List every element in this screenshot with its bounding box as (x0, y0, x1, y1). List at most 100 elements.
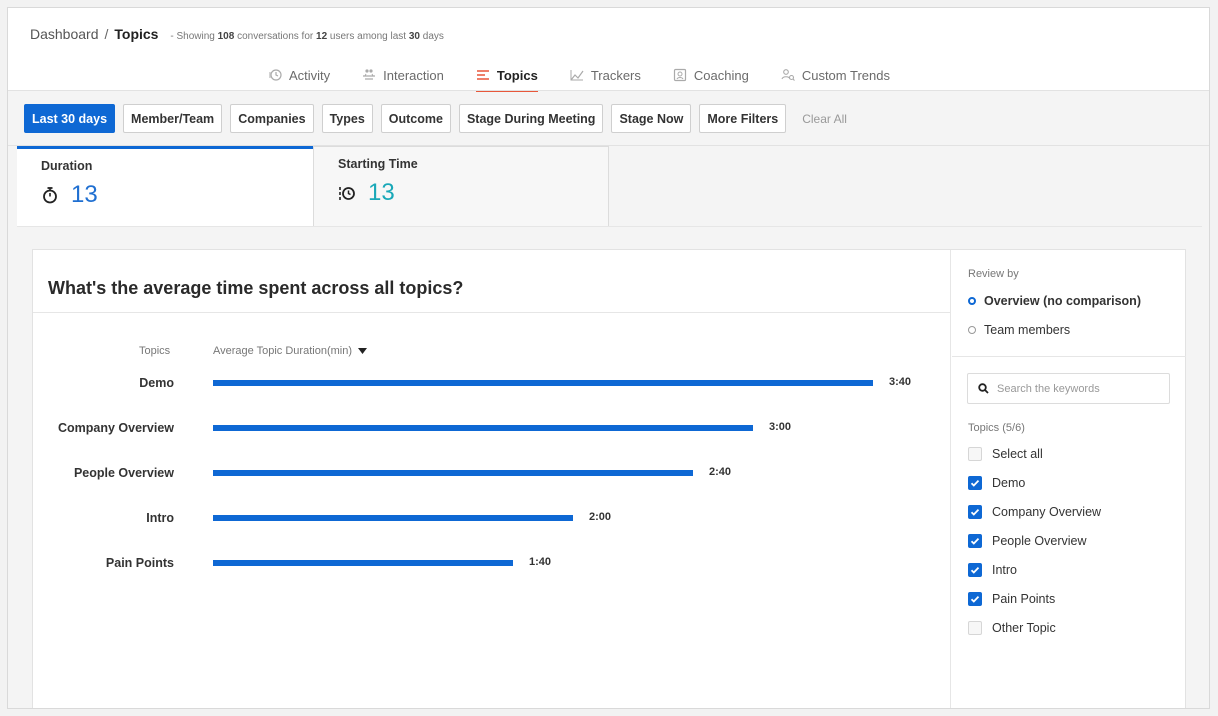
bar-value-label: 2:40 (709, 466, 732, 478)
topic-checkbox[interactable]: Other Topic (968, 621, 1056, 635)
topic-checkbox[interactable]: Select all (968, 447, 1043, 461)
radio-unselected-icon (968, 326, 976, 334)
radio-selected-icon (968, 297, 976, 305)
tab-custom-trends[interactable]: Custom Trends (781, 62, 890, 88)
metric-tab-duration[interactable]: Duration 13 (17, 146, 313, 226)
checkbox-label: Select all (992, 447, 1043, 461)
checkmark-icon (968, 476, 982, 490)
tab-label: Trackers (590, 67, 641, 83)
duration-bar[interactable] (213, 560, 513, 566)
search-input[interactable] (997, 382, 1157, 395)
tab-label: Interaction (383, 67, 444, 83)
topic-label: Company Overview (57, 421, 174, 435)
topics-card: What's the average time spent across all… (32, 249, 1186, 708)
topic-label: Demo (139, 376, 174, 390)
tab-activity[interactable]: Activity (268, 62, 330, 88)
filter-stage-during-meeting-button[interactable]: Stage During Meeting (458, 104, 604, 133)
tab-label: Custom Trends (801, 67, 890, 83)
checkbox-label: People Overview (992, 534, 1087, 548)
bar-value-label: 2:00 (589, 511, 612, 523)
filter-bar: Last 30 days Member/Team Companies Types… (8, 92, 1209, 146)
filter-companies-button[interactable]: Companies (230, 104, 314, 133)
subtitle-text: days (422, 31, 444, 42)
checkbox-label: Pain Points (992, 592, 1056, 606)
column-header-topics: Topics (139, 345, 171, 357)
radio-team-members[interactable]: Team members (968, 323, 1070, 337)
coaching-icon (673, 68, 686, 82)
custom-trends-icon (781, 69, 795, 81)
metric-selector[interactable]: Average Topic Duration(min) (213, 345, 367, 357)
radio-overview[interactable]: Overview (no comparison) (968, 294, 1141, 308)
topic-checkbox[interactable]: Intro (968, 563, 1017, 577)
chart-panel: What's the average time spent across all… (33, 250, 951, 708)
divider (952, 356, 1186, 357)
checkmark-icon (968, 505, 982, 519)
checkbox-label: Company Overview (992, 505, 1102, 519)
user-count: 12 (316, 31, 328, 42)
chart-row: People Overview 2:40 (33, 464, 951, 484)
metric-tab-starting-time[interactable]: Starting Time 13 (313, 146, 609, 226)
conversation-count: 108 (217, 31, 235, 42)
topics-count-title: Topics (5/6) (968, 422, 1025, 434)
day-count: 30 (408, 31, 420, 42)
stopwatch-icon (43, 187, 57, 204)
tab-coaching[interactable]: Coaching (673, 62, 749, 88)
chart-row: Demo 3:40 (33, 374, 951, 394)
topic-checkbox[interactable]: People Overview (968, 534, 1087, 548)
filter-types-button[interactable]: Types (321, 104, 373, 133)
filter-more-filters-button[interactable]: More Filters (699, 104, 787, 133)
duration-bar[interactable] (213, 470, 693, 476)
filter-last-30-days-button[interactable]: Last 30 days (24, 104, 116, 133)
subtitle-text: users among last (329, 31, 407, 42)
breadcrumb-separator: / (104, 26, 109, 42)
tab-topics[interactable]: Topics (475, 62, 538, 93)
bar-value-label: 3:40 (889, 376, 912, 388)
breadcrumb-dashboard-link[interactable]: Dashboard (30, 26, 99, 42)
duration-bar[interactable] (213, 380, 873, 386)
duration-bar[interactable] (213, 515, 573, 521)
topic-label: Intro (146, 511, 174, 525)
trackers-icon (570, 70, 584, 81)
checkbox-label: Demo (992, 476, 1026, 490)
checkbox-label: Other Topic (992, 621, 1056, 635)
tab-interaction[interactable]: Interaction (362, 62, 444, 88)
checkmark-icon (968, 534, 982, 548)
search-icon (978, 383, 989, 394)
chart-row: Company Overview 3:00 (33, 419, 951, 439)
chart-row: Intro 2:00 (33, 509, 951, 529)
filter-member-team-button[interactable]: Member/Team (123, 104, 223, 133)
breadcrumb: Dashboard / Topics - Showing 108 conversat… (30, 26, 444, 42)
duration-bar[interactable] (213, 425, 753, 431)
main-nav: Activity Interaction Topics Trackers Coa… (268, 62, 890, 93)
subtitle-text: conversations for (237, 31, 314, 42)
topic-checkbox[interactable]: Demo (968, 476, 1025, 490)
radio-label: Overview (no comparison) (984, 294, 1141, 308)
clear-all-link[interactable]: Clear All (802, 111, 847, 126)
metric-value: 13 (368, 179, 395, 206)
chart-row: Pain Points 1:40 (33, 554, 951, 574)
tab-label: Topics (496, 67, 538, 83)
review-by-title: Review by (968, 268, 1019, 280)
topic-label: People Overview (73, 466, 174, 480)
page-header: Dashboard / Topics - Showing 108 conversat… (8, 8, 1209, 93)
app-frame: Dashboard / Topics - Showing 108 conversat… (7, 7, 1210, 709)
subtitle-text: - Showing (170, 31, 215, 42)
checkmark-icon (968, 563, 982, 577)
topic-checkbox[interactable]: Company Overview (968, 505, 1101, 519)
caret-down-icon (358, 348, 367, 354)
activity-icon (269, 69, 282, 81)
chart-question: What's the average time spent across all… (48, 278, 464, 298)
metric-value: 13 (71, 181, 98, 208)
topic-label: Pain Points (105, 556, 174, 570)
keyword-search (967, 373, 1170, 404)
tab-trackers[interactable]: Trackers (570, 62, 641, 88)
topic-checkbox[interactable]: Pain Points (968, 592, 1055, 606)
column-header-metric: Average Topic Duration(min) (213, 345, 352, 357)
checkbox-label: Intro (992, 563, 1018, 577)
filter-outcome-button[interactable]: Outcome (380, 104, 451, 133)
breadcrumb-subtitle: - Showing 108 conversations for 12 users… (170, 31, 444, 42)
tab-label: Activity (289, 67, 331, 83)
radio-label: Team members (984, 323, 1071, 337)
filter-stage-now-button[interactable]: Stage Now (611, 104, 692, 133)
checkmark-icon (968, 592, 982, 606)
